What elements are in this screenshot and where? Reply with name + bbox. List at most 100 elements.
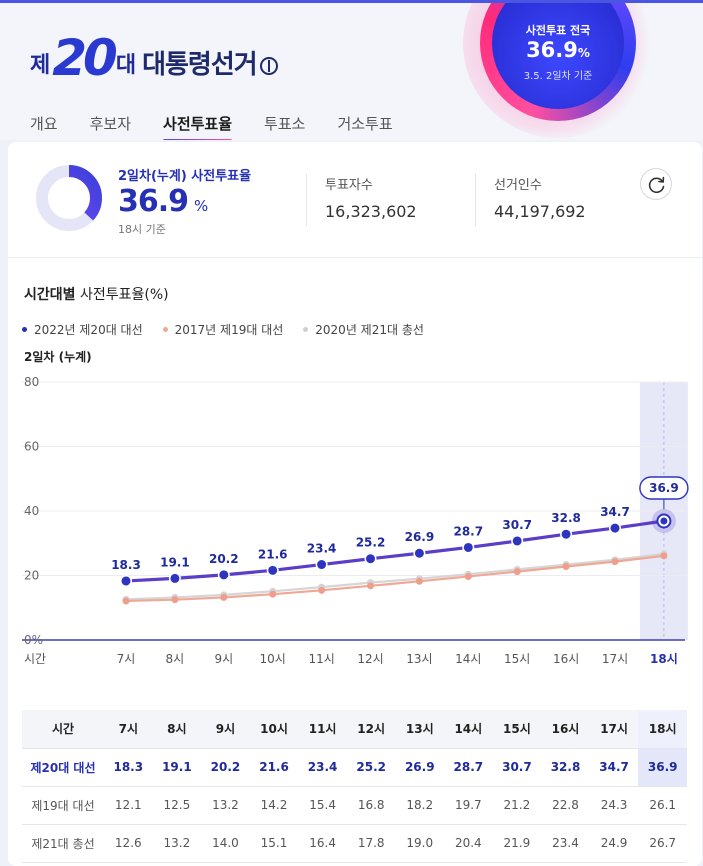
election-logo[interactable]: 제 20 대 대통령선거 — [30, 33, 278, 83]
logo-prefix: 제 — [30, 53, 51, 78]
election-mark-icon — [259, 57, 278, 75]
table-header-cell: 12시 — [346, 710, 396, 749]
badge-value-wrap: 36.9% — [492, 38, 624, 62]
legend-dot — [303, 327, 309, 332]
table-header-cell: 16시 — [541, 710, 590, 749]
turnout-line-chart: 0% 20 40 60 80 시간 7시 8시 9시 10시 11시 12시 13시 14시 15시 16시 1… — [22, 375, 689, 666]
table-cell: 23.4 — [298, 748, 347, 787]
donut-arc — [36, 165, 102, 231]
turnout-donut — [36, 165, 102, 231]
data-point — [317, 560, 327, 570]
x-tick-label: 7시 — [117, 652, 136, 666]
table-cell: 19.1 — [152, 748, 202, 787]
legend-item[interactable]: 2017년 제19대 대선 — [162, 321, 284, 338]
tab-overview[interactable]: 개요 — [30, 115, 58, 133]
x-axis-label: 시간 — [24, 652, 46, 666]
data-label: 30.7 — [502, 518, 532, 532]
summary-note: 18시 기준 — [118, 223, 166, 236]
table-header-cell: 15시 — [492, 710, 542, 749]
top-accent-bar — [0, 0, 703, 3]
legend-label: 2017년 제19대 대선 — [174, 323, 284, 337]
data-point — [464, 572, 472, 580]
refresh-button[interactable] — [640, 168, 672, 200]
data-label: 28.7 — [453, 524, 483, 538]
data-point — [513, 568, 521, 576]
y-tick-label: 40 — [24, 504, 39, 518]
tab-absentee-voting[interactable]: 거소투표 — [337, 115, 393, 133]
table-cell: 22.8 — [541, 786, 590, 825]
data-point — [269, 590, 277, 598]
section-title-bold: 시간대별 — [24, 287, 76, 303]
table-cell: 21.6 — [249, 748, 299, 787]
table-cell: 14.2 — [249, 786, 299, 825]
data-label: 19.1 — [160, 555, 190, 569]
table-cell: 18.3 — [104, 748, 153, 787]
table-cell: 25.2 — [346, 748, 396, 787]
table-cell: 20.2 — [201, 748, 250, 787]
x-tick-label: 16시 — [553, 652, 579, 666]
voters-value: 16,323,602 — [325, 202, 417, 221]
table-cell: 32.8 — [541, 748, 590, 787]
table-cell: 12.1 — [104, 786, 153, 825]
legend-item[interactable]: 2022년 제20대 대선 — [22, 321, 143, 338]
chart-subtitle: 2일차 (누계) — [24, 350, 92, 364]
section-title: 시간대별 사전투표율(%) — [24, 284, 169, 304]
table-cell: 30.7 — [492, 748, 542, 787]
series-line — [125, 519, 665, 583]
page-title: 대통령선거 — [142, 50, 258, 80]
data-label: 36.9 — [649, 481, 679, 495]
summary-label: 2일차(누계) 사전투표율 — [118, 169, 252, 184]
data-point — [414, 548, 424, 558]
data-point — [561, 529, 571, 539]
table-cell: 13.2 — [201, 786, 250, 825]
data-point — [463, 542, 473, 552]
table-cell: 12.5 — [152, 786, 202, 825]
table-cell: 21.9 — [492, 824, 542, 863]
legend-label: 2022년 제20대 대선 — [34, 323, 143, 337]
table-header-cell: 14시 — [444, 710, 493, 749]
turnout-summary: 2일차(누계) 사전투표율 36.9% 18시 기준 투표자수 16,323,6… — [8, 142, 702, 258]
data-point — [610, 523, 620, 533]
x-tick-label: 8시 — [166, 652, 185, 666]
tab-polling-stations[interactable]: 투표소 — [264, 115, 306, 133]
summary-divider — [306, 174, 307, 226]
series-line — [125, 552, 665, 601]
table-header-cell: 7시 — [104, 710, 153, 749]
y-tick-label: 80 — [24, 375, 39, 389]
table-cell: 24.3 — [589, 786, 639, 825]
data-point — [611, 558, 619, 566]
refresh-icon — [648, 176, 665, 194]
tab-candidates[interactable]: 후보자 — [89, 115, 132, 133]
data-point — [268, 565, 278, 575]
data-label: 25.2 — [356, 536, 386, 550]
series-line — [125, 554, 665, 603]
table-cell: 18.2 — [395, 786, 445, 825]
table-header-cell: 11시 — [298, 710, 347, 749]
legend-item[interactable]: 2020년 제21대 총선 — [303, 321, 424, 338]
legend-dot — [22, 327, 27, 332]
badge-label: 사전투표 전국 — [525, 24, 591, 37]
table-cell: 36.9 — [638, 748, 687, 787]
tab-early-turnout[interactable]: 사전투표율 — [163, 113, 233, 140]
table-cell: 26.7 — [638, 824, 687, 863]
table-cell: 17.8 — [346, 824, 396, 863]
table-cell: 23.4 — [541, 824, 590, 863]
table-cell: 19.7 — [444, 786, 493, 825]
x-tick-label: 9시 — [214, 652, 233, 666]
main-tabs: 개요 후보자 사전투표율 투표소 거소투표 — [30, 113, 425, 140]
table-cell: 26.1 — [638, 786, 687, 825]
data-label: 32.8 — [551, 511, 581, 525]
data-point — [122, 597, 130, 605]
table-header-cell: 8시 — [152, 710, 202, 749]
x-tick-label: 18시 — [650, 652, 678, 666]
electorate-label: 선거인수 — [494, 178, 542, 193]
turnout-table: 시간 7시 8시 9시 10시 11시 12시 13시 14시 15시 16시 17시 18시 제20… — [22, 710, 687, 863]
legend-dot — [162, 327, 168, 332]
table-header-cell: 13시 — [395, 710, 445, 749]
badge-note: 3.5. 2일차 기준 — [523, 71, 593, 82]
summary-value: 36.9 — [118, 184, 189, 219]
data-label: 20.2 — [209, 552, 239, 566]
table-cell: 15.4 — [298, 786, 347, 825]
table-cell: 14.0 — [201, 824, 250, 863]
table-header-cell: 18시 — [638, 710, 687, 749]
